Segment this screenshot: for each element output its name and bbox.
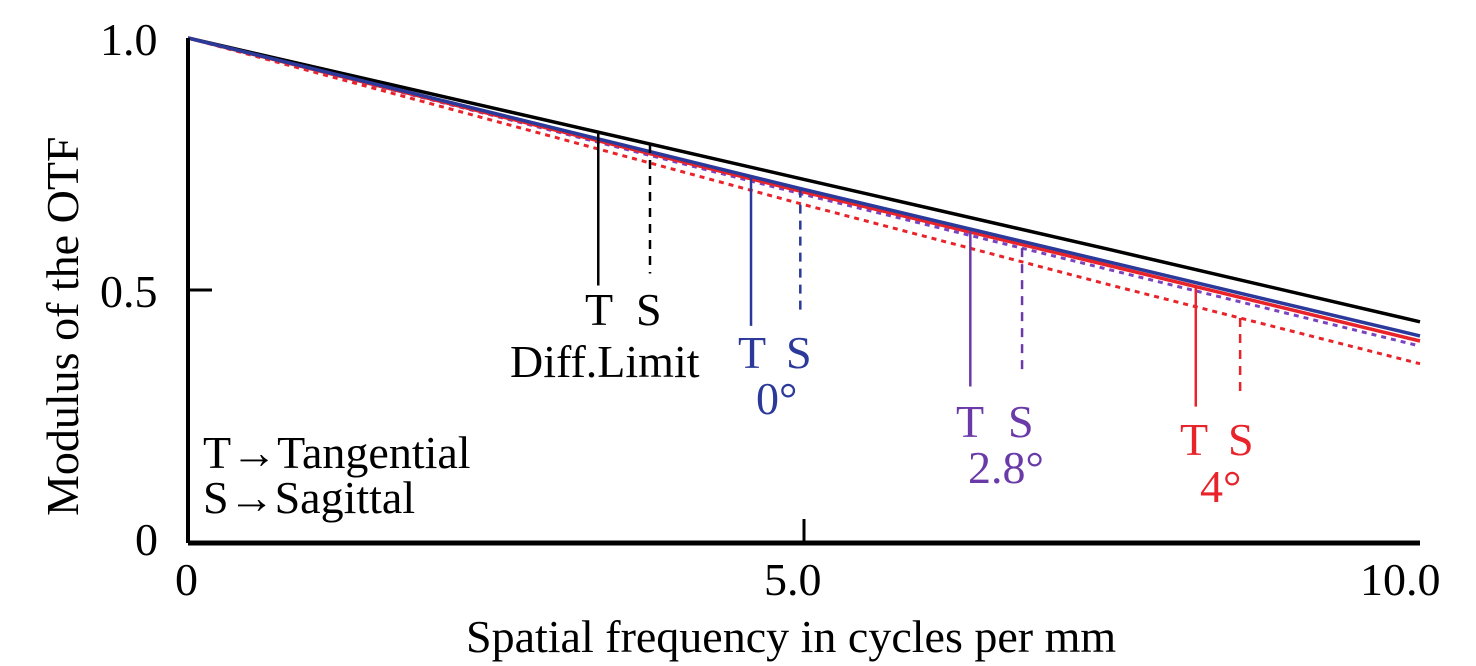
diff-name-label: Diff.Limit [510,336,700,387]
y-axis-title: Modulus of the OTF [37,137,88,517]
curves [187,36,1421,366]
markers [597,132,1242,407]
deg4-t-label: T [1180,414,1208,465]
legend-tangential: T→Tangential [203,427,471,478]
deg28-name-label: 2.8° [968,442,1044,493]
x-tick-label-10: 10.0 [1360,554,1441,605]
diff-s-label: S [636,284,662,335]
deg28-s-label: S [1008,396,1034,447]
diff-t-label: T [585,284,613,335]
deg4-s-label: S [1228,414,1254,465]
deg0-s-label: S [786,327,812,378]
series-line-diff-limit-t [187,36,1421,324]
deg0-name-label: 0° [756,373,797,424]
y-tick-label-0.5: 0.5 [100,266,158,317]
deg4-name-label: 4° [1200,461,1241,512]
x-tick-label-5: 5.0 [764,554,822,605]
y-tick-label-1: 1.0 [100,14,158,65]
series-line-0-t [187,36,1421,338]
deg28-t-label: T [956,396,984,447]
x-tick-label-0: 0 [175,554,198,605]
legend-sagittal: S→Sagittal [203,472,415,523]
deg0-t-label: T [738,327,766,378]
x-axis-title: Spatial frequency in cycles per mm [466,611,1116,662]
series-line-4-s [187,36,1421,366]
y-tick-label-0: 0 [135,514,158,565]
